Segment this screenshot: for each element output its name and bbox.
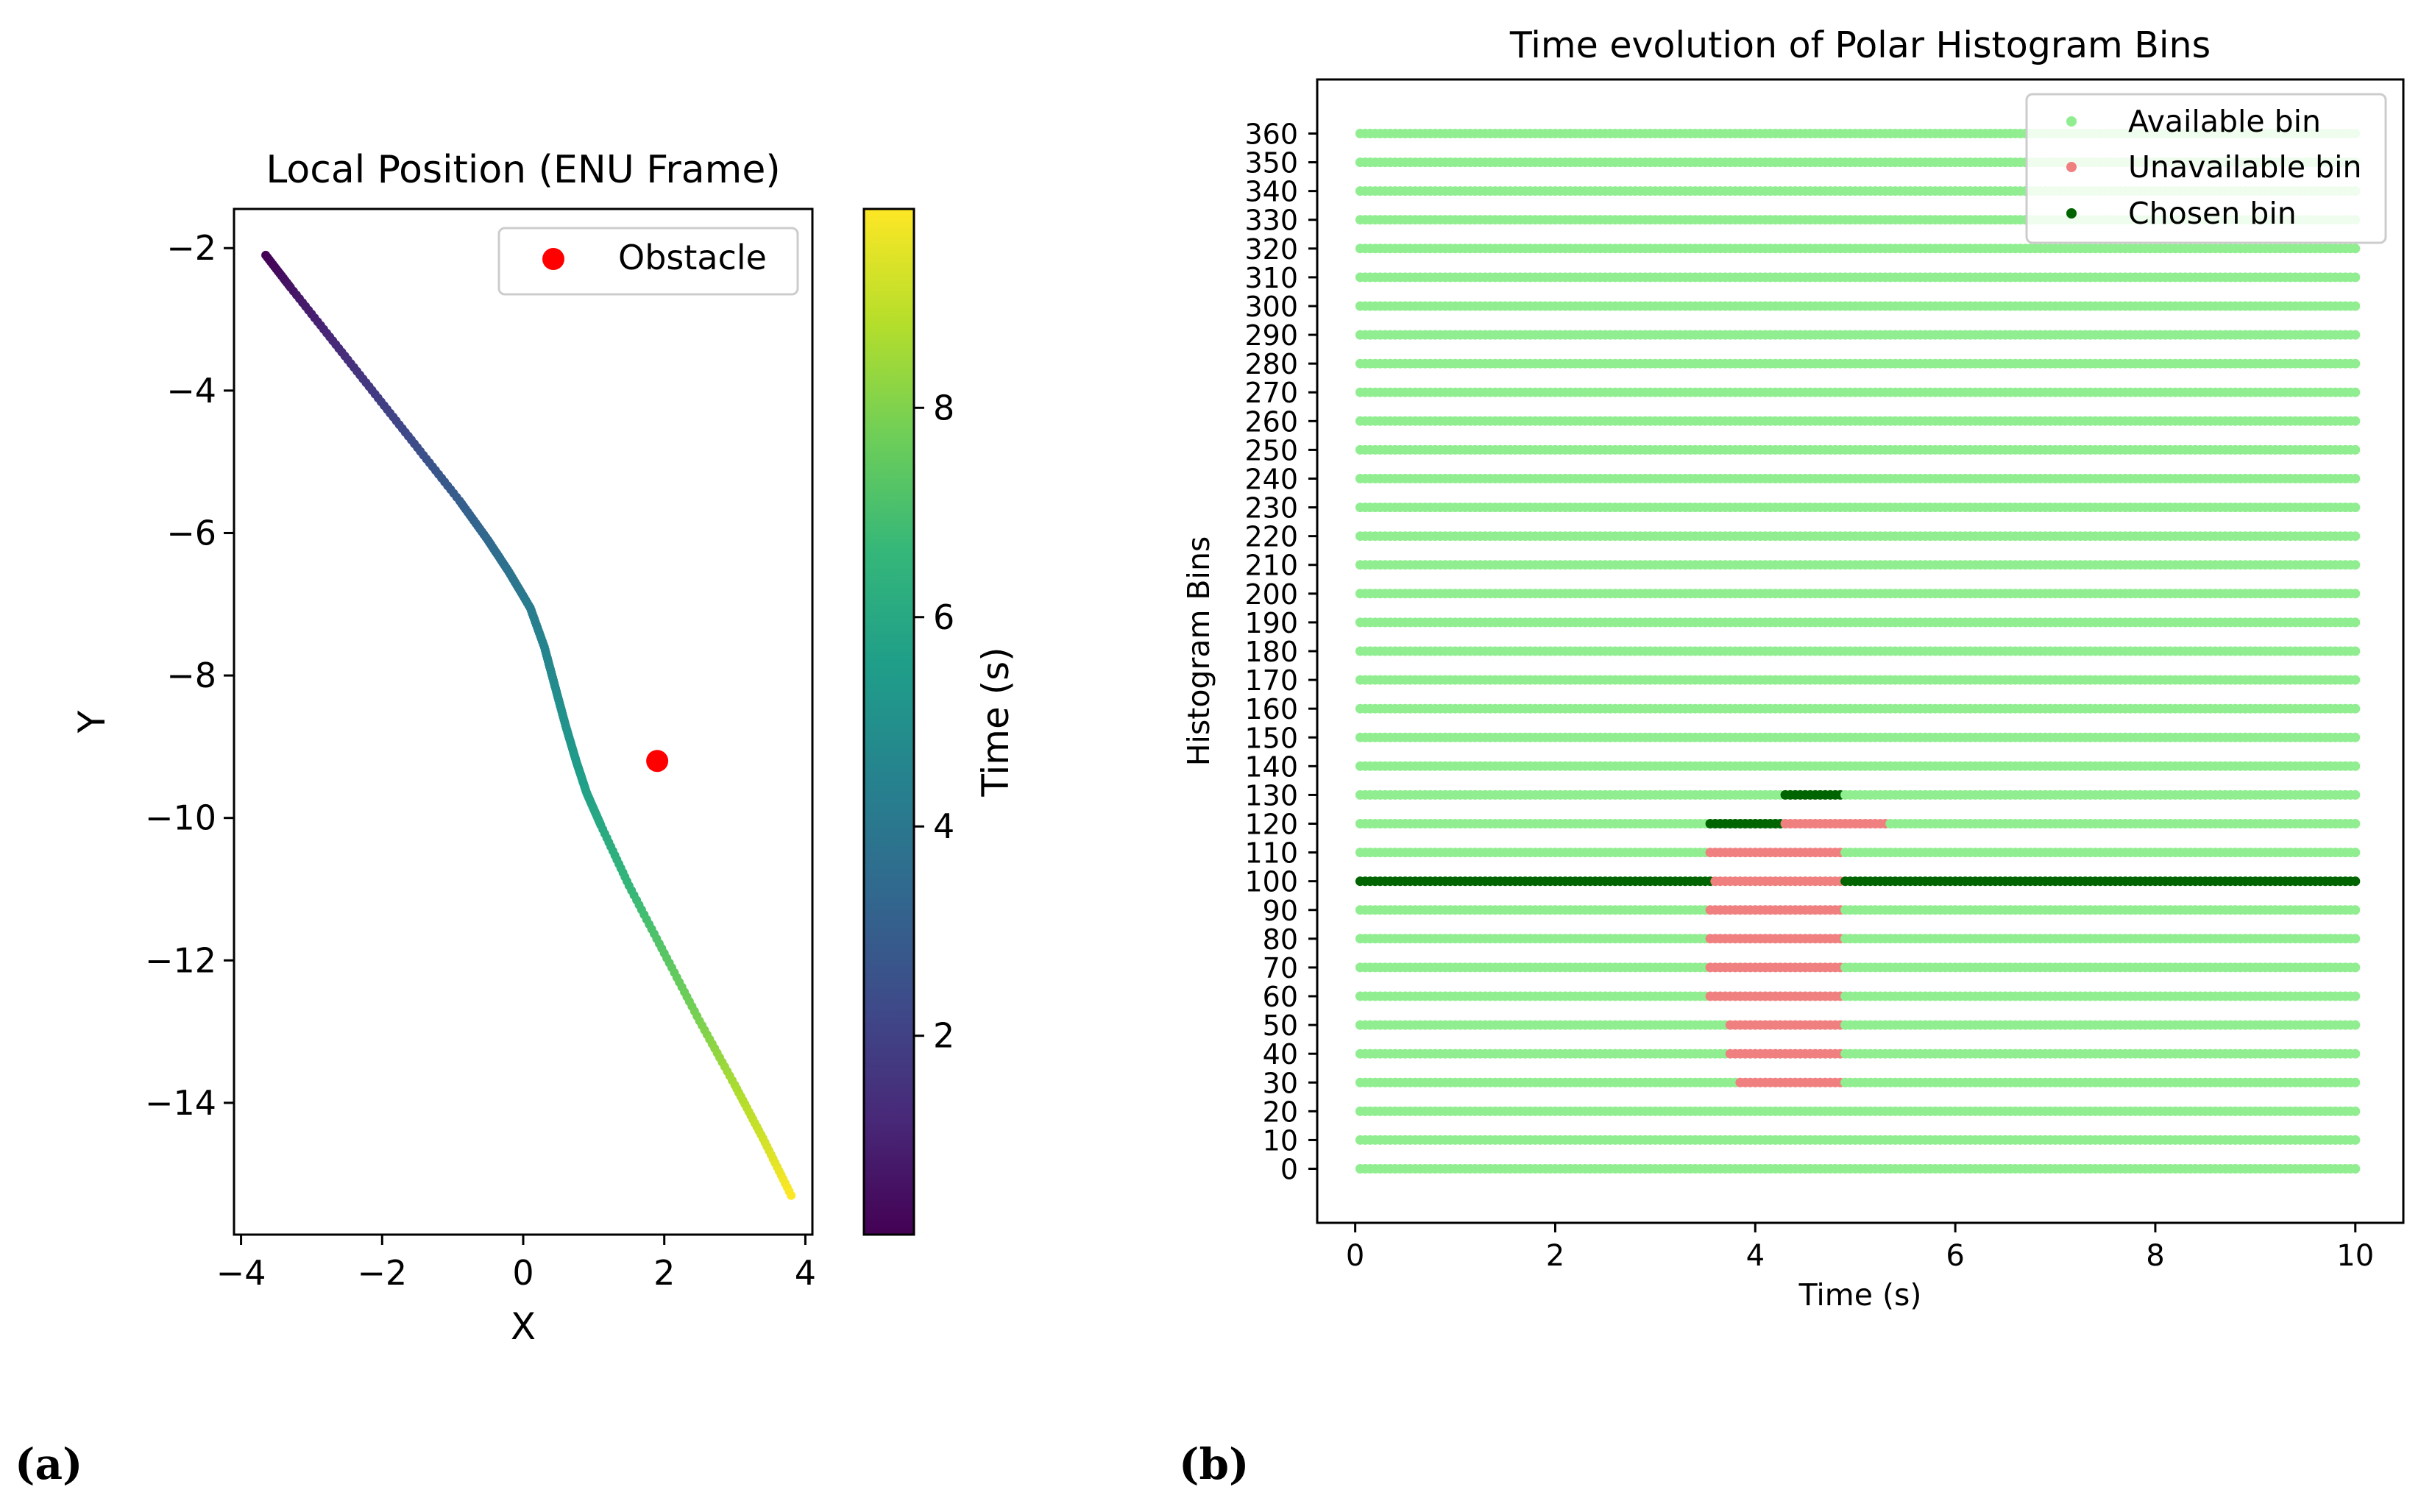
available-bin-point bbox=[2350, 848, 2361, 858]
available-bin-point bbox=[2350, 905, 2361, 915]
chart-a-title: Local Position (ENU Frame) bbox=[266, 148, 780, 192]
available-bin-point bbox=[2350, 934, 2361, 944]
colorbar-tick-label: 8 bbox=[933, 388, 954, 427]
trajectory-layer bbox=[261, 250, 796, 1200]
colorbar-label: Time (s) bbox=[974, 647, 1017, 797]
available-bin-point bbox=[2350, 962, 2361, 973]
available-bin-point bbox=[2350, 703, 2361, 714]
available-bin-point bbox=[2350, 531, 2361, 542]
x-tick-label: −2 bbox=[357, 1253, 407, 1293]
y-tick-label: −4 bbox=[166, 371, 216, 411]
available-bin-point bbox=[2350, 1048, 2361, 1059]
colorbar-tick-label: 6 bbox=[933, 597, 954, 637]
obstacle-point bbox=[646, 750, 669, 773]
y-tick-label: −14 bbox=[145, 1083, 216, 1123]
available-bin-point bbox=[2350, 1020, 2361, 1030]
x-tick-label: −4 bbox=[216, 1253, 266, 1293]
chart-a: Local Position (ENU Frame) −4 −2 0 2 4 −2−4−… bbox=[71, 148, 1017, 1348]
trajectory-point bbox=[787, 1190, 796, 1200]
chart-a-plot-area bbox=[233, 207, 814, 1236]
y-tick-label: −8 bbox=[166, 656, 216, 695]
available-bin-point bbox=[2350, 646, 2361, 656]
available-bin-point bbox=[2350, 991, 2361, 1001]
chart-a-y-label: Y bbox=[71, 710, 113, 734]
available-bin-point bbox=[2350, 761, 2361, 771]
available-bin-point bbox=[2350, 1077, 2361, 1087]
colorbar-axis: 2 4 6 8 bbox=[914, 388, 954, 1056]
available-bin-point bbox=[2350, 589, 2361, 599]
available-bin-point bbox=[2350, 675, 2361, 685]
chart-b-title: Time evolution of Polar Histogram Bins bbox=[1509, 24, 2211, 66]
chosen-bin-point bbox=[2350, 876, 2361, 887]
colorbar-gradient bbox=[862, 207, 915, 1236]
y-tick-label: −12 bbox=[145, 940, 216, 980]
bins-layer bbox=[1355, 129, 2361, 1174]
chart-a-x-label: X bbox=[511, 1305, 536, 1348]
chart-a-x-axis: −4 −2 0 2 4 bbox=[216, 1235, 816, 1293]
available-bin-point bbox=[2350, 1164, 2361, 1174]
available-bin-point bbox=[2350, 1135, 2361, 1145]
y-tick-label: −10 bbox=[145, 798, 216, 838]
x-tick-label: 0 bbox=[512, 1253, 534, 1293]
legend-frame bbox=[497, 227, 799, 296]
chart-a-colorbar: 2 4 6 8 Time (s) bbox=[862, 207, 1017, 1236]
x-tick-label: 4 bbox=[795, 1253, 816, 1293]
legend-label-obstacle: Obstacle bbox=[618, 238, 767, 277]
colorbar-tick-label: 2 bbox=[933, 1016, 954, 1056]
available-bin-point bbox=[2350, 1106, 2361, 1116]
available-bin-point bbox=[2350, 617, 2361, 628]
available-bin-point bbox=[2350, 732, 2361, 742]
y-tick-label: −6 bbox=[166, 513, 216, 553]
chart-a-y-axis: −2 −4 −6 −8 −10 −12 −14 bbox=[145, 228, 234, 1123]
y-tick-label: −2 bbox=[166, 228, 216, 268]
available-bin-point bbox=[2350, 789, 2361, 800]
legend-marker-obstacle bbox=[542, 248, 564, 270]
available-bin-point bbox=[2350, 560, 2361, 570]
x-tick-label: 2 bbox=[653, 1253, 675, 1293]
available-bin-point bbox=[2350, 819, 2361, 828]
colorbar-tick-label: 4 bbox=[933, 806, 954, 846]
chart-a-legend: Obstacle bbox=[497, 227, 799, 296]
chart-b: Time evolution of Polar Histogram Bins 0… bbox=[1181, 24, 2405, 1313]
